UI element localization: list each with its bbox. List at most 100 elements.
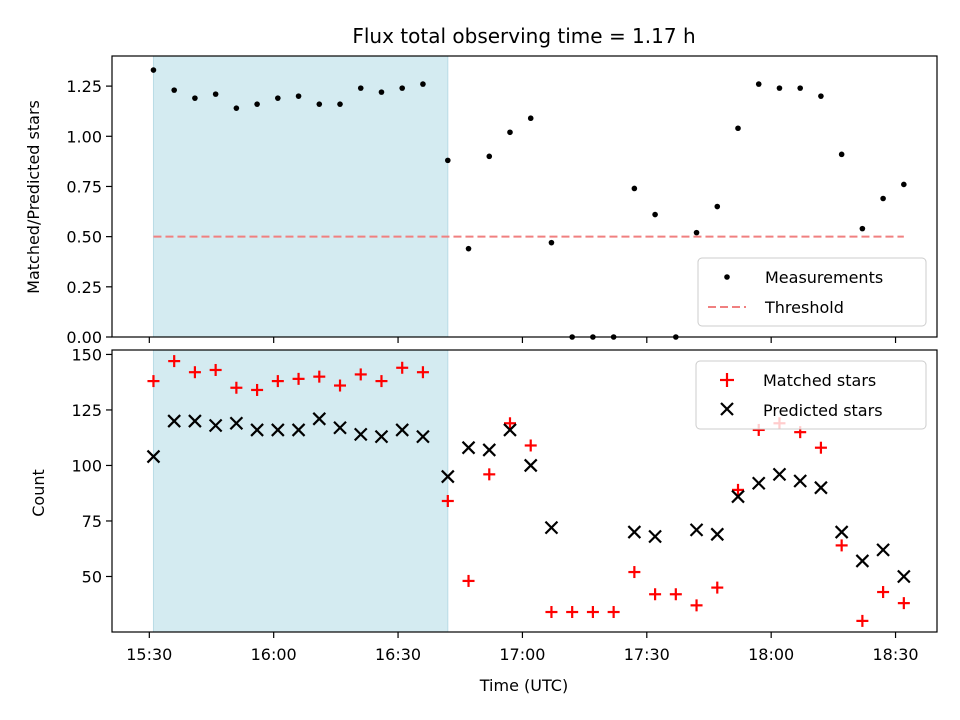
- predicted-stars-point-b: [793, 474, 807, 488]
- matched-stars-point: [856, 614, 869, 627]
- predicted-stars-point-b: [250, 423, 264, 437]
- measurement-point: [527, 115, 534, 122]
- matched-stars-point: [441, 494, 454, 507]
- predicted-stars-point: [333, 420, 347, 435]
- predicted-stars-point-b: [167, 414, 181, 428]
- predicted-stars-point-b: [229, 416, 244, 431]
- matched-stars-point: [188, 366, 201, 379]
- predicted-stars-point: [627, 525, 642, 539]
- measurement-point: [171, 87, 177, 93]
- measurement-point: [507, 129, 513, 136]
- predicted-stars-point-b: [544, 520, 559, 535]
- predicted-stars-point-b: [731, 489, 745, 504]
- predicted-stars-point-b: [772, 467, 787, 482]
- predicted-stars-point: [461, 440, 476, 455]
- measurement-point: [254, 101, 260, 107]
- predicted-stars-point: [250, 423, 264, 437]
- measurements-legend-marker: [724, 274, 730, 280]
- matched-stars-point: [396, 361, 409, 374]
- predicted-stars-point-b: [523, 458, 538, 473]
- predicted-stars-point: [710, 527, 725, 542]
- measurement-point: [880, 195, 886, 202]
- matched-stars-point: [628, 566, 641, 579]
- matched-stars-point: [334, 379, 347, 392]
- matched-stars-point: [483, 468, 496, 481]
- measurement-point: [693, 229, 700, 236]
- measurement-point: [465, 245, 472, 252]
- predicted-stars-point-b: [482, 443, 497, 457]
- predicted-stars-point: [731, 489, 745, 504]
- matched-stars-legend-label: Matched stars: [763, 371, 876, 390]
- predicted-stars-point: [648, 529, 662, 544]
- predicted-stars-point-b: [876, 543, 890, 557]
- measurement-point: [233, 105, 240, 111]
- predicted-stars-point: [814, 480, 828, 495]
- matched-stars-point: [566, 606, 579, 619]
- predicted-stars-point: [441, 469, 455, 484]
- matched-stars-point: [711, 581, 724, 594]
- count-y-tick-label: 100: [71, 456, 102, 475]
- predicted-stars-point-b: [271, 423, 285, 437]
- predicted-stars-point: [751, 476, 766, 491]
- predicted-stars-point-b: [208, 418, 223, 433]
- matched-stars-point: [586, 606, 599, 619]
- x-tick-label: 17:30: [624, 645, 670, 664]
- matched-stars-point: [313, 370, 326, 383]
- predicted-stars-point-b: [855, 554, 870, 568]
- measurement-point: [735, 125, 741, 132]
- matched-stars-point: [814, 441, 827, 454]
- measurement-point: [399, 85, 406, 91]
- matched-stars-point: [503, 417, 516, 430]
- count-legend-box: [695, 360, 927, 430]
- predicted-stars-point-b: [291, 423, 306, 437]
- matched-stars-point: [732, 483, 745, 496]
- measurement-point: [548, 239, 555, 246]
- predicted-stars-point: [188, 414, 202, 428]
- measurement-point: [150, 67, 157, 73]
- predicted-stars-point-b: [751, 476, 766, 491]
- count-y-tick-label: 75: [82, 512, 102, 531]
- predicted-stars-point: [374, 429, 389, 444]
- ratio-y-tick-label: 1.00: [66, 127, 102, 146]
- predicted-stars-point-b: [648, 529, 662, 544]
- measurement-point: [420, 81, 426, 87]
- matched-stars-point: [649, 588, 662, 601]
- ratio-legend: Measurements Threshold: [697, 257, 927, 327]
- predicted-stars-point: [353, 427, 368, 442]
- count-y-tick-label: 150: [71, 345, 102, 364]
- measurement-point: [295, 93, 302, 99]
- predicted-stars-point: [523, 458, 538, 473]
- predicted-stars-point: [208, 418, 223, 433]
- matched-stars-point: [835, 539, 848, 552]
- count-y-axis-label: Count: [29, 469, 48, 517]
- predicted-stars-point-b: [188, 414, 202, 428]
- predicted-stars-point: [897, 569, 911, 584]
- matched-stars-point: [230, 381, 243, 394]
- matched-stars-point: [607, 606, 620, 619]
- x-tick-label: 18:00: [748, 645, 794, 664]
- x-axis-label: Time (UTC): [479, 676, 568, 695]
- matched-stars-point: [375, 375, 388, 388]
- measurement-point: [357, 85, 364, 91]
- matched-stars-point: [690, 599, 703, 612]
- predicted-stars-point: [395, 423, 409, 437]
- measurement-point: [631, 185, 638, 192]
- predicted-stars-point: [544, 520, 559, 535]
- measurement-point: [652, 211, 658, 218]
- predicted-stars-point: [167, 414, 181, 428]
- threshold-legend-label: Threshold: [764, 298, 844, 317]
- matched-stars-point: [669, 588, 682, 601]
- measurement-point: [755, 81, 762, 87]
- matched-stars-point: [271, 375, 284, 388]
- measurement-point: [445, 157, 451, 164]
- ratio-y-axis-label: Matched/Predicted stars: [24, 100, 43, 294]
- predicted-stars-point-b: [461, 440, 476, 455]
- count-axes-frame: [111, 349, 938, 633]
- count-legend: Matched stars Predicted stars: [695, 360, 927, 430]
- matched-stars-point: [251, 383, 264, 396]
- predicted-stars-point-b: [312, 412, 327, 426]
- measurement-point: [192, 95, 198, 101]
- predicted-stars-point: [229, 416, 244, 431]
